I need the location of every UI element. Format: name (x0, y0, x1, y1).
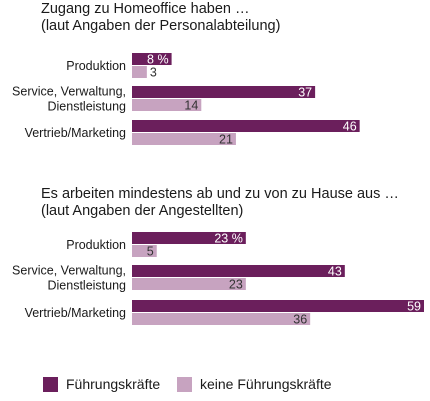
chart1-bar-fuehrungskraefte (132, 86, 316, 98)
chart2-data-label: 23 (229, 278, 243, 292)
legend-swatch-keine-fuehrungskraefte (177, 377, 192, 392)
legend-label-fuehrungskraefte: Führungskräfte (66, 376, 161, 392)
chart1-bar-fuehrungskraefte (132, 120, 360, 132)
chart2-bar-keine-fuehrungskraefte (132, 278, 246, 290)
chart2-data-label: 23 % (214, 232, 243, 246)
chart1-data-label: 8 % (147, 53, 169, 67)
chart2-category-label: Service, Verwaltung, (12, 264, 126, 278)
chart2-bar-fuehrungskraefte (132, 300, 424, 312)
chart1-subtitle: (laut Angaben der Personalabteilung) (41, 18, 281, 34)
chart2-bar-keine-fuehrungskraefte (132, 245, 157, 257)
chart1-category-label: Produktion (66, 59, 126, 73)
chart1-data-label: 14 (184, 99, 198, 113)
chart1-bar-keine-fuehrungskraefte (132, 133, 236, 145)
chart1-category-label: Dienstleistung (47, 100, 126, 114)
chart2-bar-fuehrungskraefte (132, 232, 246, 244)
chart2-data-label: 43 (328, 265, 342, 279)
chart1-category-label: Vertrieb/Marketing (25, 126, 126, 140)
chart1-bar-keine-fuehrungskraefte (132, 66, 147, 78)
chart2-bar-keine-fuehrungskraefte (132, 313, 311, 325)
chart1-data-label: 46 (343, 120, 357, 134)
chart1-title: Zugang zu Homeoffice haben … (41, 1, 250, 17)
chart2-title: Es arbeiten mindestens ab und zu von zu … (41, 186, 399, 202)
chart2-category-label: Produktion (66, 238, 126, 252)
chart2-bar-fuehrungskraefte (132, 265, 345, 277)
chart1-bar-keine-fuehrungskraefte (132, 99, 202, 111)
chart1-category-label: Service, Verwaltung, (12, 85, 126, 99)
chart1-data-label: 21 (219, 133, 233, 147)
chart2-category-label: Dienstleistung (47, 279, 126, 293)
chart2-subtitle: (laut Angaben der Angestellten) (41, 203, 244, 219)
chart1-bar-fuehrungskraefte (132, 53, 172, 65)
chart1-data-label: 3 (150, 66, 157, 80)
legend-label-keine-fuehrungskraefte: keine Führungskräfte (200, 376, 332, 392)
chart2-data-label: 36 (293, 313, 307, 327)
legend: Führungskräfte keine Führungskräfte (0, 372, 430, 396)
legend-swatch-fuehrungskraefte (43, 377, 58, 392)
chart2-data-label: 5 (147, 245, 154, 259)
chart2-data-label: 59 (407, 300, 421, 314)
chart2-category-label: Vertrieb/Marketing (25, 306, 126, 320)
chart1-data-label: 37 (298, 86, 312, 100)
